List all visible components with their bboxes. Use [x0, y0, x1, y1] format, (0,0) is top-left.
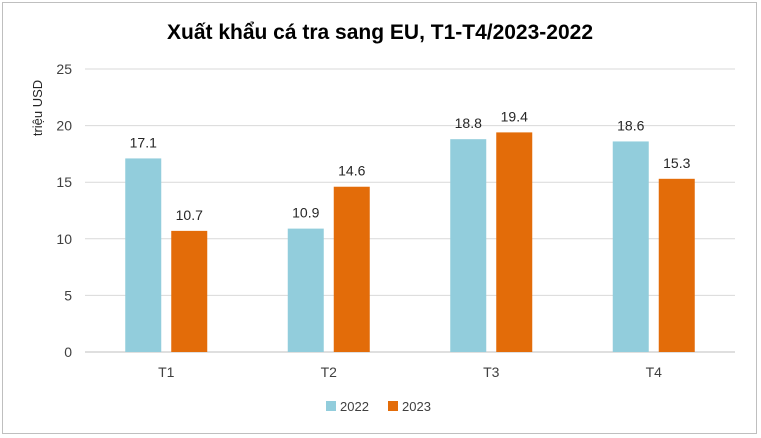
legend-label-2022: 2022	[340, 399, 369, 414]
bar-2022-T3	[450, 139, 487, 352]
legend-swatch-2022	[326, 401, 336, 411]
legend-swatch-2023	[388, 401, 398, 411]
y-tick-label: 5	[64, 287, 72, 303]
bar-2023-T4	[658, 178, 695, 352]
chart-title: Xuất khẩu cá tra sang EU, T1-T4/2023-202…	[167, 21, 593, 44]
y-tick-label: 0	[64, 344, 72, 360]
y-tick-label: 10	[56, 231, 72, 247]
data-label-2022-T3: 18.8	[455, 115, 482, 131]
data-label-2022-T1: 17.1	[130, 134, 157, 150]
bar-2022-T1	[125, 158, 162, 352]
data-label-2023-T3: 19.4	[501, 108, 528, 124]
bar-2022-T4	[612, 141, 649, 352]
x-tick-label-T4: T4	[646, 364, 663, 380]
legend-label-2023: 2023	[402, 399, 431, 414]
data-label-2023-T2: 14.6	[338, 163, 365, 179]
data-labels: 17.1 10.7 10.9 14.6 18.8 19.4 18.6 15.3	[130, 108, 691, 222]
data-label-2023-T1: 10.7	[176, 207, 203, 223]
bar-2023-T1	[171, 230, 208, 352]
bar-2023-T2	[333, 186, 370, 352]
y-tick-label: 25	[56, 61, 72, 77]
y-axis-ticks: 0 5 10 15 20 25	[56, 61, 72, 360]
data-label-2022-T4: 18.6	[617, 117, 644, 133]
legend: 2022 2023	[326, 399, 431, 414]
x-axis-ticks: T1 T2 T3 T4	[158, 364, 662, 380]
y-axis-label: triệu USD	[30, 80, 45, 136]
y-tick-label: 20	[56, 118, 72, 134]
x-tick-label-T3: T3	[483, 364, 500, 380]
y-tick-label: 15	[56, 174, 72, 190]
bar-2023-T3	[496, 132, 533, 352]
data-label-2022-T2: 10.9	[292, 205, 319, 221]
x-tick-label-T2: T2	[321, 364, 338, 380]
bar-2022-T2	[287, 228, 324, 352]
data-label-2023-T4: 15.3	[663, 155, 690, 171]
bars	[125, 132, 695, 352]
x-tick-label-T1: T1	[158, 364, 175, 380]
